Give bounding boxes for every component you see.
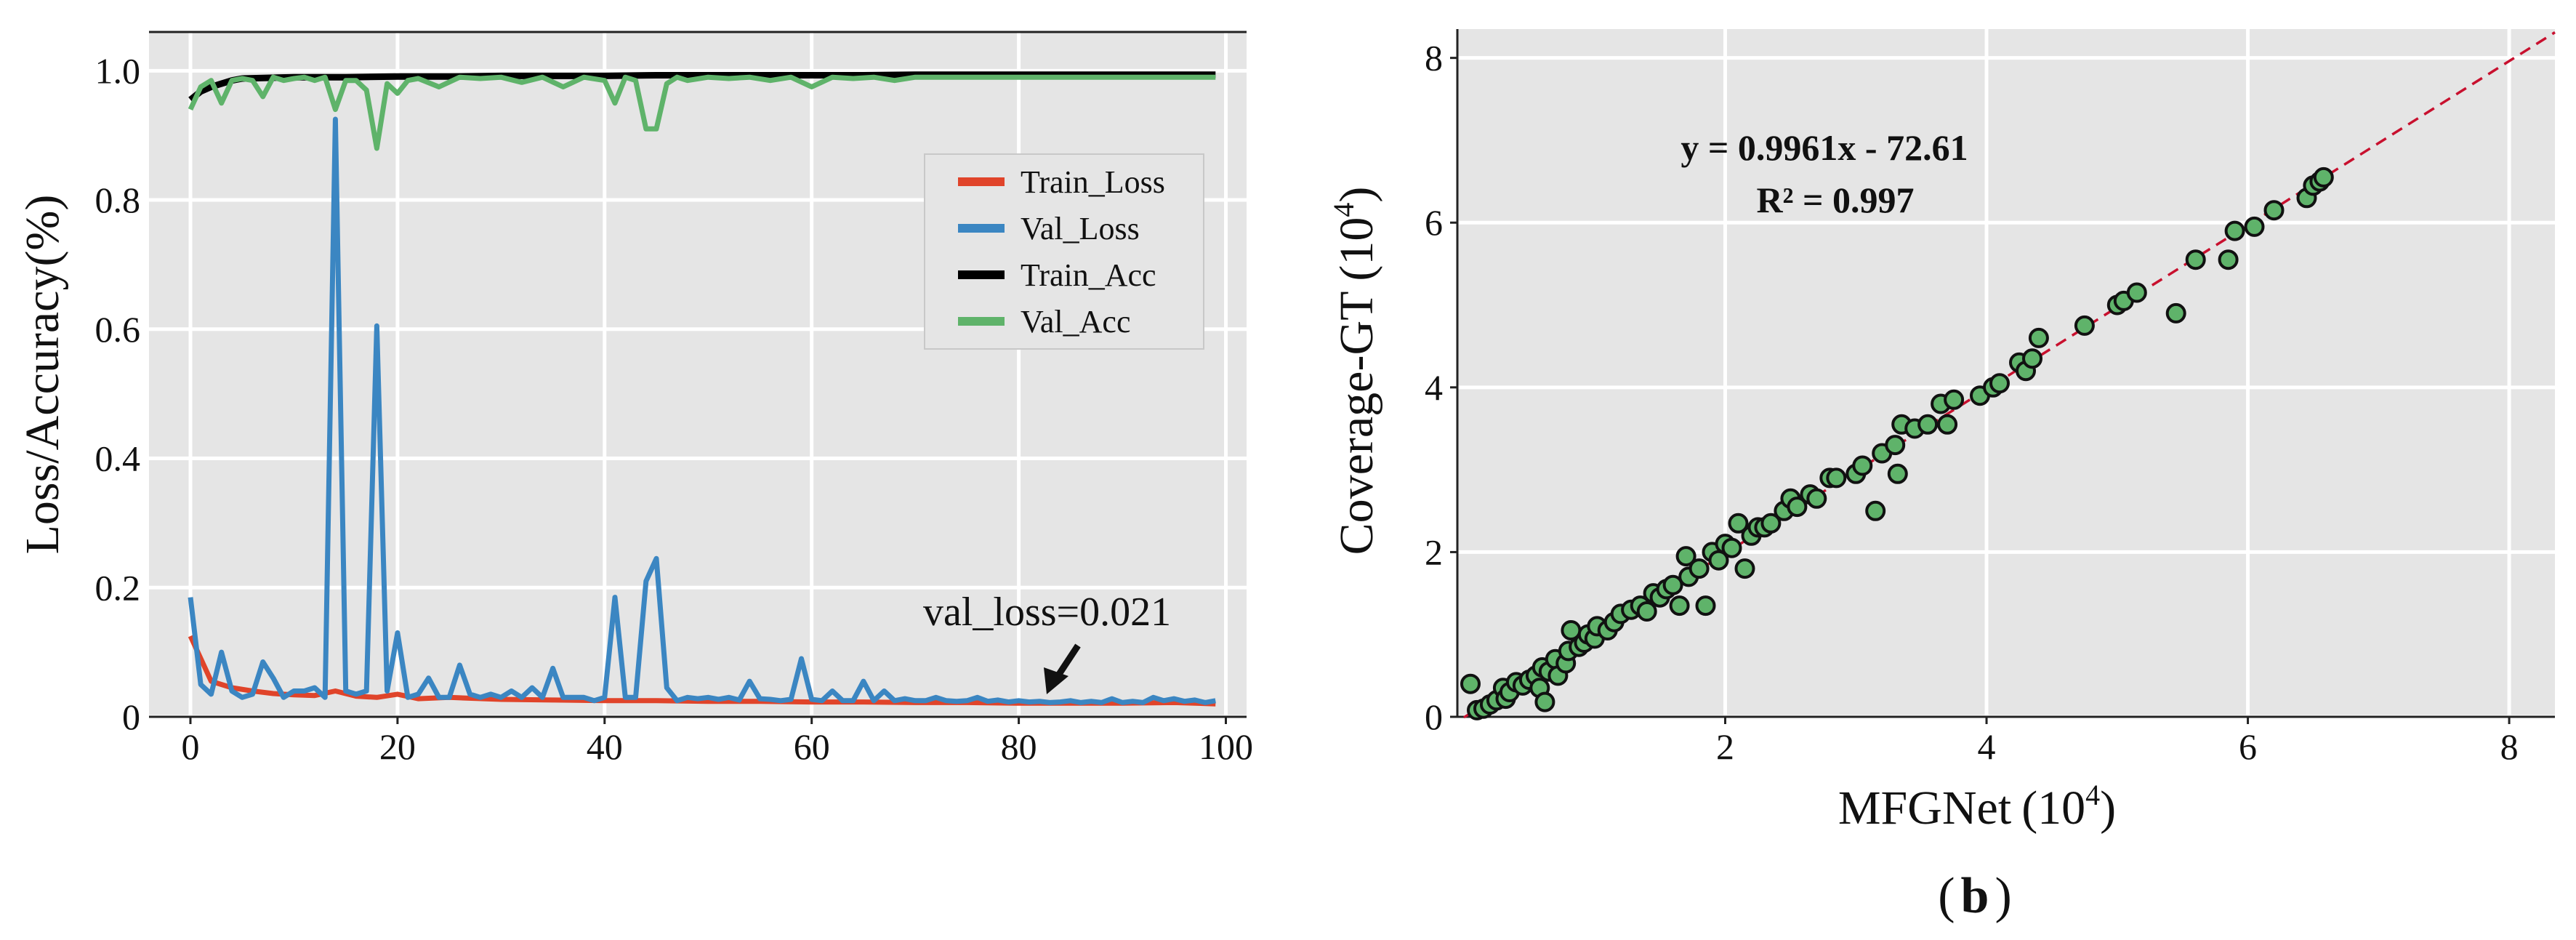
scatter-point [2074, 315, 2095, 336]
y-tick-label: 2 [1425, 531, 1443, 572]
series-lines [188, 71, 1216, 707]
y-tick-label: 8 [1425, 38, 1443, 79]
legend: Train_Loss Val_Loss Train_Acc Val_Acc [924, 153, 1204, 350]
scatter-point [1534, 691, 1555, 712]
scatter-point [1944, 389, 1965, 410]
caption-open: ( [1938, 868, 1955, 924]
scatter-point [1734, 558, 1755, 579]
scatter-point [1669, 595, 1690, 616]
x-tick-label: 2 [1716, 726, 1734, 767]
loss-accuracy-chart: 0 20 40 60 80 100 0 0.2 0.4 0.6 0.8 1.0 Loss/Accura… [16, 31, 1254, 767]
series-line-val-loss [188, 116, 1216, 705]
axis-ticks: 0 20 40 60 80 100 0 0.2 0.4 0.6 0.8 1.0 [95, 50, 1254, 767]
x-tick-label: 8 [2500, 726, 2519, 767]
caption-letter: b [1961, 868, 1989, 924]
y-tick-label: 1.0 [95, 50, 141, 91]
scatter-point [1675, 546, 1696, 567]
y-axis-title: Coverage-GT (104) [1327, 187, 1383, 555]
scatter-chart: 2 4 6 8 0 2 4 6 8 y = 0.9961x - 72.61 R² = 0.997… [1327, 29, 2556, 924]
scatter-point [1865, 500, 1886, 521]
y-axis-title: Loss/Accuracy(%) [16, 195, 69, 555]
y-tick-label: 4 [1425, 367, 1443, 408]
scatter-point [1460, 673, 1481, 694]
y-tick-label: 0 [122, 696, 140, 737]
x-tick-label: 60 [794, 726, 830, 767]
scatter-point [1885, 435, 1906, 456]
scatter-point [2244, 216, 2265, 237]
y-tick-label: 0 [1425, 696, 1443, 737]
y-axis-unit-exp: 4 [1327, 203, 1360, 217]
scatter-point [1787, 497, 1808, 518]
scatter-point [1728, 513, 1749, 534]
regression-equation: y = 0.9961x - 72.61 [1681, 127, 1968, 168]
caption-close: ) [1995, 868, 2011, 924]
series-line-val-acc [188, 74, 1216, 151]
scatter-point [1826, 467, 1847, 489]
y-tick-label: 6 [1425, 202, 1443, 243]
x-axis-unit-exp: 4 [2085, 779, 2100, 811]
scatter-point [2224, 220, 2245, 241]
scatter-point [1917, 414, 1939, 435]
val-loss-annotation: val_loss=0.021 [923, 590, 1171, 694]
scatter-point [2313, 166, 2334, 188]
y-tick-label: 0.6 [95, 309, 141, 350]
y-axis-unit-close: ) [1330, 187, 1383, 203]
scatter-point [2185, 249, 2206, 270]
y-tick-label: 0.8 [95, 180, 141, 220]
x-tick-label: 40 [587, 726, 623, 767]
scatter-point [2126, 282, 2147, 303]
scatter-point [2165, 302, 2186, 324]
scatter-point [2263, 200, 2285, 221]
scatter-point [1636, 601, 1657, 622]
x-axis-name: MFGNet [1838, 782, 2011, 835]
y-tick-label: 0.4 [95, 438, 141, 479]
figure-caption: (b) [1938, 868, 2012, 924]
x-tick-label: 0 [181, 726, 199, 767]
arrow-head [1044, 667, 1068, 694]
axis-ticks: 2 4 6 8 0 2 4 6 8 [1425, 38, 2519, 767]
x-tick-label: 6 [2239, 726, 2257, 767]
scatter-point [1721, 537, 1742, 558]
scatter-point [1689, 558, 1710, 579]
scatter-point [1852, 455, 1873, 476]
y-tick-label: 0.2 [95, 567, 141, 608]
scatter-point [1937, 414, 1958, 435]
x-tick-label: 80 [1001, 726, 1037, 767]
y-axis-unit: (10 [1330, 217, 1383, 281]
annotation-text: val_loss=0.021 [923, 590, 1171, 635]
legend-label: Train_Acc [1021, 257, 1156, 293]
r-squared: R² = 0.997 [1756, 180, 1914, 220]
scatter-point [2218, 249, 2239, 270]
scatter-point [1806, 488, 1827, 509]
legend-label: Val_Acc [1021, 304, 1131, 340]
scatter-point [1695, 595, 1716, 616]
scatter-point [1887, 463, 1908, 484]
legend-label: Val_Loss [1021, 211, 1140, 246]
x-tick-label: 20 [379, 726, 416, 767]
scatter-point [1662, 574, 1683, 595]
legend-label: Train_Loss [1021, 164, 1165, 200]
scatter-points [1460, 166, 2334, 720]
scatter-point [2028, 327, 2049, 348]
x-axis-unit-close: ) [2100, 782, 2116, 835]
x-tick-label: 100 [1199, 726, 1253, 767]
x-tick-label: 4 [1978, 726, 1996, 767]
scatter-point [2022, 348, 2042, 369]
x-axis-title: MFGNet (104) [1838, 779, 2116, 835]
y-axis-name: Coverage-GT [1330, 292, 1383, 555]
legend-box [924, 153, 1204, 350]
scatter-point [1989, 373, 2010, 394]
x-axis-unit: (10 [2021, 782, 2085, 835]
scatter-point [1760, 513, 1782, 534]
